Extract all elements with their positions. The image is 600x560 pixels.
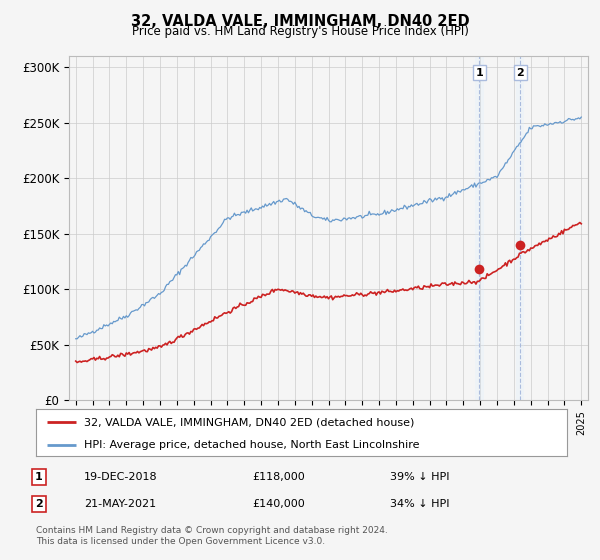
Text: 1: 1 — [35, 472, 43, 482]
Text: Price paid vs. HM Land Registry's House Price Index (HPI): Price paid vs. HM Land Registry's House … — [131, 25, 469, 38]
Text: Contains HM Land Registry data © Crown copyright and database right 2024.
This d: Contains HM Land Registry data © Crown c… — [36, 526, 388, 546]
Text: HPI: Average price, detached house, North East Lincolnshire: HPI: Average price, detached house, Nort… — [84, 440, 419, 450]
Text: 2: 2 — [35, 499, 43, 509]
Text: 34% ↓ HPI: 34% ↓ HPI — [390, 499, 449, 509]
Bar — [516, 56, 524, 400]
Text: £118,000: £118,000 — [252, 472, 305, 482]
Text: 1: 1 — [476, 68, 484, 78]
Text: 32, VALDA VALE, IMMINGHAM, DN40 2ED (detached house): 32, VALDA VALE, IMMINGHAM, DN40 2ED (det… — [84, 417, 414, 427]
Text: 32, VALDA VALE, IMMINGHAM, DN40 2ED: 32, VALDA VALE, IMMINGHAM, DN40 2ED — [131, 14, 469, 29]
Text: 21-MAY-2021: 21-MAY-2021 — [84, 499, 156, 509]
Text: 19-DEC-2018: 19-DEC-2018 — [84, 472, 158, 482]
Text: 2: 2 — [517, 68, 524, 78]
Text: 39% ↓ HPI: 39% ↓ HPI — [390, 472, 449, 482]
Text: £140,000: £140,000 — [252, 499, 305, 509]
Bar — [475, 56, 484, 400]
